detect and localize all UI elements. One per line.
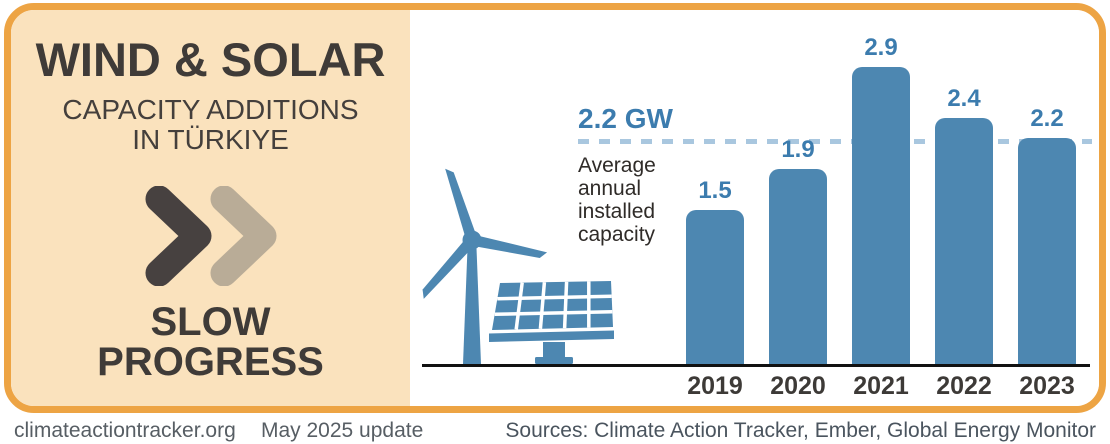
verdict-text: SLOW PROGRESS — [11, 302, 410, 382]
x-axis-tick-label: 2019 — [687, 372, 743, 400]
footer-sources: Sources: Climate Action Tracker, Ember, … — [505, 419, 1096, 442]
x-axis-tick-label: 2022 — [936, 372, 992, 400]
x-axis-tick-label: 2023 — [1019, 372, 1075, 400]
footer: climateactiontracker.org May 2025 update… — [0, 417, 1110, 444]
page-title: WIND & SOLAR — [35, 33, 386, 86]
bar-2020 — [769, 169, 827, 364]
chart-canvas: 2.2 GW Average annual installed capacity — [410, 10, 1099, 406]
average-dashed-line — [578, 139, 1092, 144]
bar-value-label: 2.4 — [947, 85, 981, 112]
verdict-line-2: PROGRESS — [97, 340, 324, 384]
average-line-description: Average annual installed capacity — [578, 154, 656, 246]
bar-value-label: 2.2 — [1030, 105, 1064, 132]
wind-turbine-and-solar-panel-illustration — [422, 168, 614, 364]
x-axis-tick-label: 2021 — [853, 372, 909, 400]
bar-value-label: 1.9 — [781, 136, 815, 163]
subtitle-line-2: IN TÜRKIYE — [132, 124, 289, 155]
bar-value-label: 2.9 — [864, 34, 898, 61]
footer-update-date: May 2025 update — [261, 419, 424, 442]
bar-2023 — [1018, 138, 1076, 364]
footer-site-url: climateactiontracker.org — [14, 419, 236, 442]
verdict-line-1: SLOW — [150, 300, 271, 344]
x-axis-tick-label: 2020 — [770, 372, 826, 400]
bar-2022 — [935, 118, 993, 364]
x-axis-line — [422, 364, 1090, 367]
bar-value-label: 1.5 — [698, 177, 732, 204]
wind-turbine-icon — [422, 168, 548, 364]
average-line-label: 2.2 GW — [578, 103, 673, 134]
title-panel: WIND & SOLAR CAPACITY ADDITIONS IN TÜRKI… — [11, 10, 410, 406]
infographic-card: WIND & SOLAR CAPACITY ADDITIONS IN TÜRKI… — [4, 3, 1106, 413]
subtitle-line-1: CAPACITY ADDITIONS — [62, 94, 359, 125]
double-chevron-fast-forward-icon — [145, 186, 276, 286]
bar-2019 — [686, 210, 744, 364]
page-subtitle: CAPACITY ADDITIONS IN TÜRKIYE — [11, 95, 410, 155]
solar-panel-icon — [489, 281, 614, 364]
bar-2021 — [852, 67, 910, 364]
